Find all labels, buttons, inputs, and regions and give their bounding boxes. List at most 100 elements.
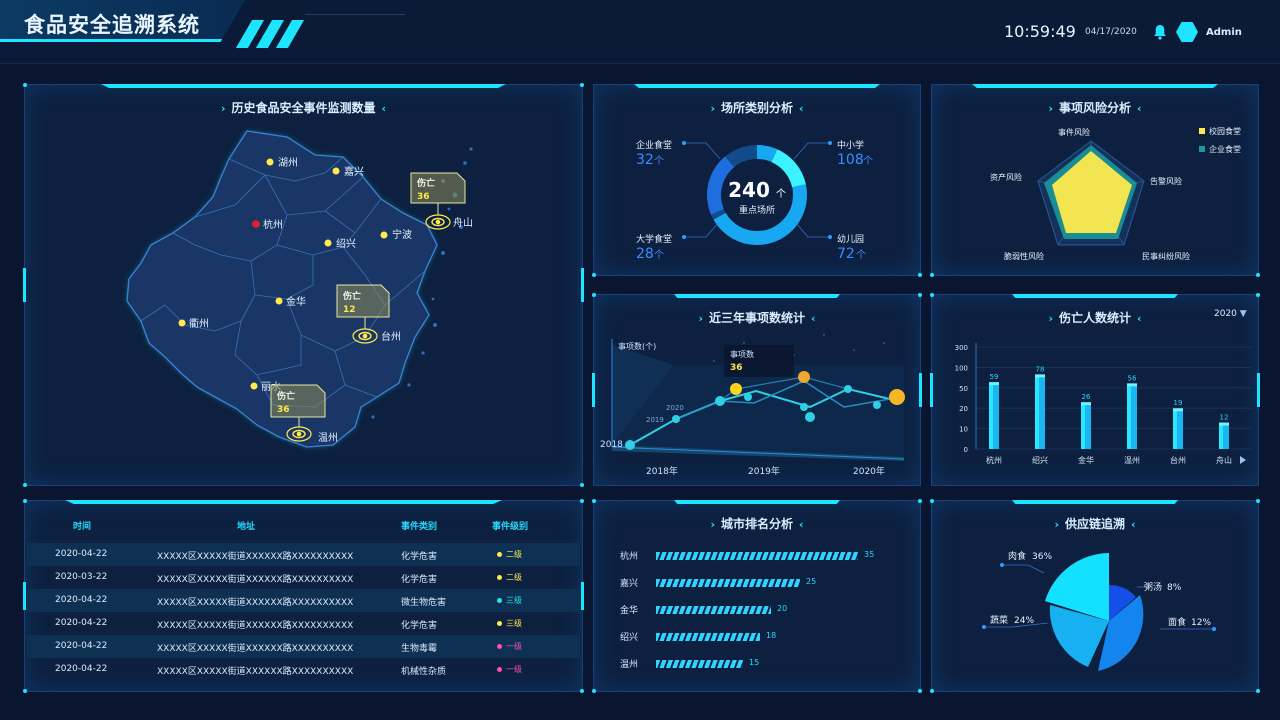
callout-1-value: 36 [417, 192, 430, 202]
callout-boxes [270, 172, 466, 427]
rank-row[interactable]: 杭州 35 [620, 549, 898, 563]
rank-value: 18 [766, 631, 777, 640]
place-value-2: 108 [837, 152, 864, 168]
table-row[interactable]: 2020-04-22 XXXXX区XXXXX街道XXXXXX路XXXXXXXXXX… [27, 635, 580, 658]
slice-label-noodle: 面食 [1168, 616, 1186, 628]
callout-3-label: 伤亡 [276, 390, 295, 402]
city-label-shaoxing: 绍兴 [336, 237, 356, 250]
risk-axis-asset: 资产风险 [990, 172, 1022, 182]
bar-highlight [1081, 404, 1085, 449]
rank-row[interactable]: 嘉兴 25 [620, 576, 840, 590]
city-label-zhoushan: 舟山 [453, 216, 473, 229]
title-bar [0, 0, 245, 42]
bar-value-label: 78 [1036, 365, 1045, 373]
bar-cap [1127, 383, 1137, 387]
trend-tooltip-label: 事项数 [730, 349, 754, 359]
top-header: 食品安全追溯系统 10:59:49 04/17/2020 Admin [0, 0, 1280, 64]
bell-icon[interactable] [1152, 24, 1168, 40]
casualty-bar-chart[interactable]: 0 10 20 50 100 300 59 杭州 78 绍兴 26 金华 56 温州 19 台州 12 舟山 [932, 295, 1260, 487]
app-title: 食品安全追溯系统 [24, 13, 200, 37]
supply-rose-chart[interactable]: 肉食 36% 粥汤 8% 面食 12% 蔬菜 24% [932, 501, 1260, 693]
slice-pct-veg: 24% [1014, 616, 1034, 626]
trend-panel: › 近三年事项数统计 ‹ 事项数(个) 2020 2019 2018 事项数 36 … [592, 293, 922, 487]
rank-city-name: 金华 [620, 606, 639, 616]
trend-back-label-2019: 2019 [646, 416, 664, 424]
x-tick-label: 绍兴 [1032, 455, 1048, 465]
bar-cap [1035, 374, 1045, 378]
rank-value: 35 [864, 550, 875, 559]
table-header: 时间 地址 事件类别 事件级别 [25, 519, 582, 535]
callout-2-label: 伤亡 [342, 290, 361, 302]
clock: 10:59:49 [1004, 22, 1076, 41]
rank-bar [656, 606, 771, 614]
th-time: 时间 [73, 522, 92, 532]
y-tick-label: 300 [955, 344, 968, 352]
bar [989, 384, 999, 449]
trend-panel-title: › 近三年事项数统计 ‹ [698, 311, 816, 325]
bar [1127, 385, 1137, 449]
bar-value-label: 59 [990, 373, 999, 381]
bar-highlight [1127, 385, 1131, 449]
place-unit-3: 个 [654, 249, 664, 261]
bar-cap [1219, 422, 1229, 426]
th-address: 地址 [237, 522, 256, 532]
map-panel-title: › 历史食品安全事件监测数量 ‹ [220, 101, 387, 115]
trend-x-2019: 2019年 [748, 465, 780, 477]
bar-cap [1173, 408, 1183, 412]
rank-row[interactable]: 温州 15 [620, 657, 783, 671]
city-label-quzhou: 衢州 [189, 318, 209, 330]
y-tick-label: 100 [955, 364, 968, 372]
chevron-down-icon: ▼ [1239, 309, 1247, 319]
place-unit-2: 个 [863, 155, 873, 167]
trend-3d-chart[interactable]: 事项数(个) 2020 2019 2018 事项数 36 2018年 2019年… [594, 295, 922, 487]
place-name-1: 企业食堂 [636, 139, 672, 151]
x-tick-label: 台州 [1170, 455, 1186, 465]
city-label-wenzhou: 温州 [318, 432, 338, 444]
bar-value-label: 12 [1220, 414, 1229, 422]
bar-cap [1081, 402, 1091, 406]
city-label-taizhou: 台州 [381, 330, 401, 343]
bar [1173, 410, 1183, 449]
city-label-jiaxing: 嘉兴 [344, 165, 364, 178]
slice-pct-soup: 8% [1167, 583, 1182, 593]
rank-row[interactable]: 金华 20 [620, 603, 811, 617]
slice-label-soup: 粥汤 [1144, 581, 1162, 593]
table-row[interactable]: 2020-04-22 XXXXX区XXXXX街道XXXXXX路XXXXXXXXXX… [27, 543, 580, 566]
callout-2-value: 12 [343, 305, 356, 315]
user-name[interactable]: Admin [1206, 27, 1242, 38]
bar-highlight [989, 384, 993, 449]
x-tick-label: 金华 [1078, 455, 1094, 465]
year-select[interactable]: 2020 ▼ [1214, 309, 1247, 319]
y-tick-label: 0 [964, 446, 968, 454]
city-markers [178, 158, 388, 390]
bar [1219, 424, 1229, 449]
risk-axis-event: 事件风险 [1058, 127, 1090, 137]
casualty-panel-title: › 伤亡人数统计 ‹ [1048, 311, 1142, 325]
th-type: 事件类别 [401, 522, 438, 532]
zhejiang-map[interactable]: 湖州 嘉兴 杭州 舟山 宁波 绍兴 金华 衢州 台州 丽水 温州 伤亡 [25, 85, 584, 487]
rank-city-name: 杭州 [620, 552, 639, 562]
table-row[interactable]: 2020-04-22 XXXXX区XXXXX街道XXXXXX路XXXXXXXXXX… [55, 618, 522, 631]
map-panel: › 历史食品安全事件监测数量 ‹ [23, 83, 584, 487]
header-divider [305, 14, 405, 15]
place-donut-chart[interactable]: 240 个 重点场所 企业食堂 32 个 中小学 108 个 大学食堂 28 个… [594, 85, 922, 277]
event-table-panel: 时间 地址 事件类别 事件级别 2020-04-22 XXXXX区XXXXX街道X… [23, 499, 584, 693]
bar-highlight [1035, 376, 1039, 449]
decor-slashes [235, 20, 305, 48]
table-row[interactable]: 2020-04-22 XXXXX区XXXXX街道XXXXXX路XXXXXXXXXX… [55, 664, 522, 677]
table-row[interactable]: 2020-03-22 XXXXX区XXXXX街道XXXXXX路XXXXXXXXXX… [55, 572, 522, 585]
rank-bar [656, 552, 858, 560]
axis-arrow-icon [1240, 456, 1246, 464]
table-row[interactable]: 2020-04-22 XXXXX区XXXXX街道XXXXXX路XXXXXXXXXX… [27, 589, 580, 612]
user-avatar-icon[interactable] [1176, 22, 1198, 42]
bar [1081, 404, 1091, 449]
place-name-3: 大学食堂 [636, 233, 672, 245]
risk-radar-chart[interactable]: 事件风险 告警风险 民事纠纷风险 脆弱性风险 资产风险 校园食堂 企业食堂 [932, 85, 1260, 277]
supply-panel-title: › 供应链追溯 ‹ [1054, 517, 1136, 531]
place-panel: › 场所类别分析 ‹ 240 个 重点场所 企业食堂 32 个 中小学 108 个 … [592, 84, 922, 277]
rank-row[interactable]: 绍兴 18 [620, 630, 800, 644]
slice-pct-noodle: 12% [1191, 618, 1211, 628]
bar-highlight [1219, 424, 1223, 449]
rank-panel: › 城市排名分析 ‹ 杭州 35 嘉兴 25 金华 20 绍兴 18 温州 15 [592, 499, 922, 693]
city-label-ningbo: 宁波 [392, 228, 412, 241]
